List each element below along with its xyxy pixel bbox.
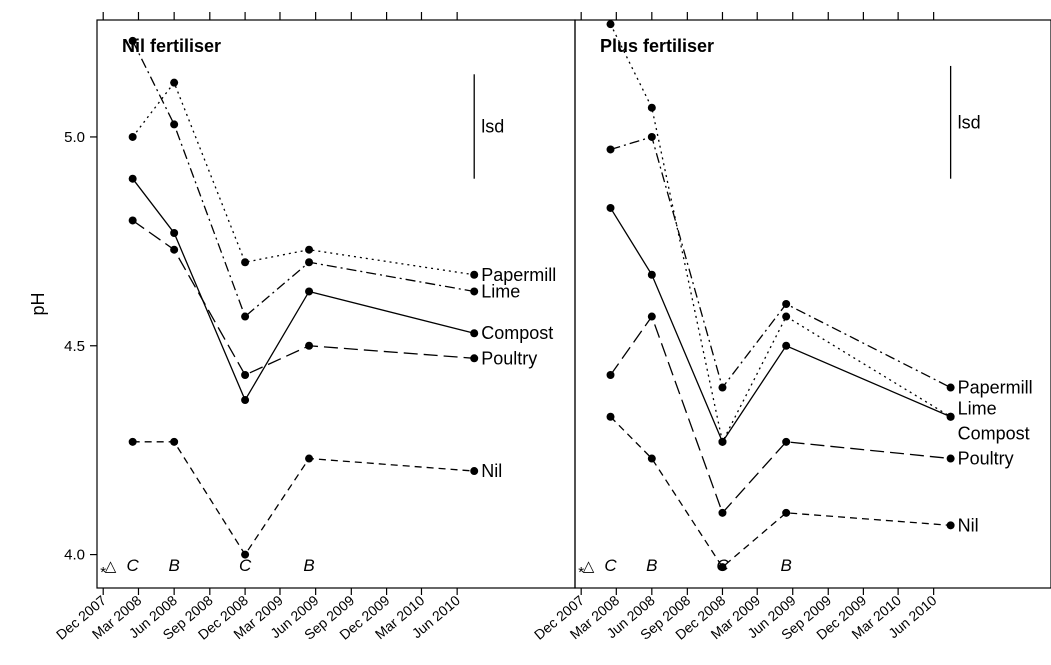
series-line-poultry bbox=[132, 219, 475, 376]
lsd-label: lsd bbox=[958, 112, 981, 132]
data-point-compost bbox=[946, 412, 955, 421]
panel-frame bbox=[96, 19, 576, 589]
data-point-nil bbox=[305, 454, 314, 463]
series-label-nil: Nil bbox=[481, 461, 502, 481]
series-line-lime bbox=[609, 23, 951, 444]
data-point-nil bbox=[718, 563, 727, 572]
data-point-compost bbox=[606, 203, 615, 212]
data-point-nil bbox=[647, 454, 656, 463]
series-line-nil bbox=[132, 441, 475, 556]
series-label-poultry: Poultry bbox=[958, 449, 1014, 469]
series-line-papermill bbox=[610, 136, 951, 389]
data-point-lime bbox=[606, 20, 615, 29]
y-axis-label: pH bbox=[28, 292, 48, 315]
data-point-papermill bbox=[606, 145, 615, 154]
marker-symbol: * bbox=[100, 564, 106, 581]
data-point-lime bbox=[470, 287, 479, 296]
series-label-lime: Lime bbox=[481, 281, 520, 301]
data-point-poultry bbox=[782, 437, 791, 446]
data-point-lime bbox=[241, 312, 250, 321]
series-label-compost: Compost bbox=[958, 423, 1030, 443]
data-point-poultry bbox=[606, 371, 615, 379]
lsd-label: lsd bbox=[481, 117, 504, 137]
series-label-nil: Nil bbox=[958, 515, 979, 535]
data-point-papermill bbox=[946, 383, 955, 392]
series-label-compost: Compost bbox=[481, 323, 553, 343]
series-label-papermill: Papermill bbox=[481, 265, 556, 285]
data-point-papermill bbox=[170, 78, 179, 87]
data-point-compost bbox=[128, 174, 137, 183]
series-line-lime bbox=[132, 40, 475, 318]
data-point-papermill bbox=[718, 383, 727, 392]
series-line-nil bbox=[610, 416, 951, 569]
data-point-nil bbox=[946, 521, 955, 530]
data-point-compost bbox=[241, 396, 250, 405]
data-point-lime bbox=[128, 36, 137, 45]
data-point-nil bbox=[470, 467, 479, 476]
data-point-lime bbox=[647, 103, 656, 112]
data-point-compost bbox=[170, 229, 179, 237]
data-point-papermill bbox=[241, 258, 250, 267]
data-point-poultry bbox=[647, 312, 656, 321]
marker-symbol: * bbox=[578, 564, 584, 581]
y-tick-label: 4.5 bbox=[64, 338, 85, 355]
data-point-poultry bbox=[170, 245, 179, 254]
series-label-lime: Lime bbox=[958, 398, 997, 418]
y-tick-label: 4.0 bbox=[64, 547, 85, 564]
marker-symbol: △ bbox=[583, 558, 595, 575]
significance-letter: C bbox=[127, 556, 140, 575]
data-point-papermill bbox=[782, 300, 791, 308]
data-point-poultry bbox=[946, 454, 955, 463]
data-point-poultry bbox=[718, 508, 727, 517]
data-point-nil bbox=[241, 550, 250, 559]
significance-letter: B bbox=[303, 556, 314, 575]
significance-letter: B bbox=[168, 556, 179, 575]
data-point-papermill bbox=[128, 132, 137, 141]
series-label-papermill: Papermill bbox=[958, 378, 1033, 398]
data-point-compost bbox=[647, 270, 656, 279]
y-tick-label: 5.0 bbox=[64, 129, 85, 146]
data-point-papermill bbox=[470, 270, 479, 279]
significance-letter: C bbox=[604, 556, 617, 575]
data-point-nil bbox=[606, 412, 615, 421]
panel-title: Nil fertiliser bbox=[122, 36, 221, 56]
data-point-nil bbox=[782, 508, 791, 517]
series-line-compost bbox=[132, 178, 475, 402]
significance-letter: B bbox=[780, 556, 791, 575]
panel-frame bbox=[574, 19, 1051, 589]
data-point-papermill bbox=[305, 245, 314, 254]
data-point-poultry bbox=[470, 354, 479, 363]
panel-title: Plus fertiliser bbox=[600, 36, 714, 56]
marker-symbol: △ bbox=[105, 558, 117, 575]
series-line-compost bbox=[609, 207, 951, 444]
significance-letter: C bbox=[239, 556, 252, 575]
data-point-nil bbox=[128, 437, 137, 446]
data-point-lime bbox=[305, 258, 314, 267]
data-point-poultry bbox=[128, 216, 137, 225]
significance-letter: C bbox=[716, 556, 729, 575]
data-point-compost bbox=[305, 287, 314, 296]
data-point-compost bbox=[718, 437, 727, 446]
data-point-papermill bbox=[647, 132, 656, 141]
data-point-compost bbox=[782, 341, 791, 350]
data-point-compost bbox=[470, 329, 479, 338]
data-point-nil bbox=[170, 437, 179, 446]
data-point-lime bbox=[170, 120, 179, 129]
data-point-poultry bbox=[305, 341, 314, 350]
series-line-papermill bbox=[132, 81, 475, 276]
significance-letter: B bbox=[646, 556, 657, 575]
data-point-poultry bbox=[241, 371, 250, 379]
data-point-lime bbox=[782, 312, 791, 321]
series-line-poultry bbox=[609, 315, 951, 515]
series-label-poultry: Poultry bbox=[481, 348, 537, 368]
